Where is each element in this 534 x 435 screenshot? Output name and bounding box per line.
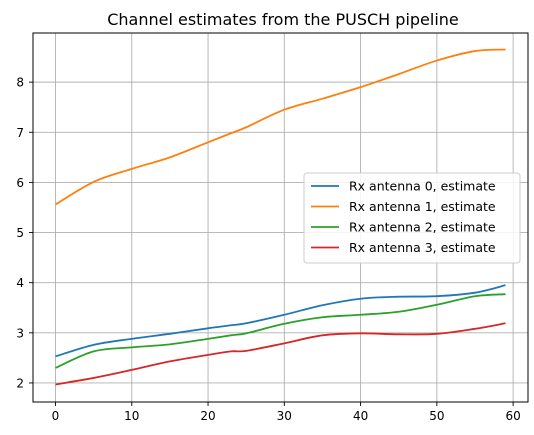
- legend-box: [303, 172, 521, 264]
- y-tick-label: 5: [16, 226, 24, 240]
- y-tick-label: 7: [16, 126, 24, 140]
- series-line-2: [55, 293, 506, 369]
- x-tick-label: 50: [429, 409, 444, 423]
- legend-label: Rx antenna 3, estimate: [349, 240, 496, 255]
- plot-frame: [32, 32, 529, 403]
- series-lines: [55, 48, 506, 386]
- x-tick-label: 20: [200, 409, 215, 423]
- y-tick-label: 2: [16, 376, 24, 390]
- y-tick-label: 8: [16, 76, 24, 90]
- legend-label: Rx antenna 1, estimate: [349, 199, 496, 214]
- x-tick-label: 30: [277, 409, 292, 423]
- chart-title: Channel estimates from the PUSCH pipelin…: [107, 10, 459, 29]
- legend-label: Rx antenna 2, estimate: [349, 220, 496, 235]
- legend: Rx antenna 0, estimate Rx antenna 1, esti…: [303, 172, 521, 264]
- x-tick-label: 60: [505, 409, 520, 423]
- series-line-0: [55, 284, 506, 358]
- x-tick-label: 40: [353, 409, 368, 423]
- series-line-3: [55, 322, 506, 386]
- series-line-1: [55, 48, 506, 206]
- axis-ticks: 0 10 20 30 40 50 60 2 3 4 5 6 7 8: [16, 76, 520, 423]
- y-tick-label: 6: [16, 176, 24, 190]
- x-tick-label: 0: [52, 409, 60, 423]
- x-tick-label: 10: [124, 409, 139, 423]
- y-tick-label: 4: [16, 276, 24, 290]
- y-tick-label: 3: [16, 326, 24, 340]
- legend-label: Rx antenna 0, estimate: [349, 179, 496, 194]
